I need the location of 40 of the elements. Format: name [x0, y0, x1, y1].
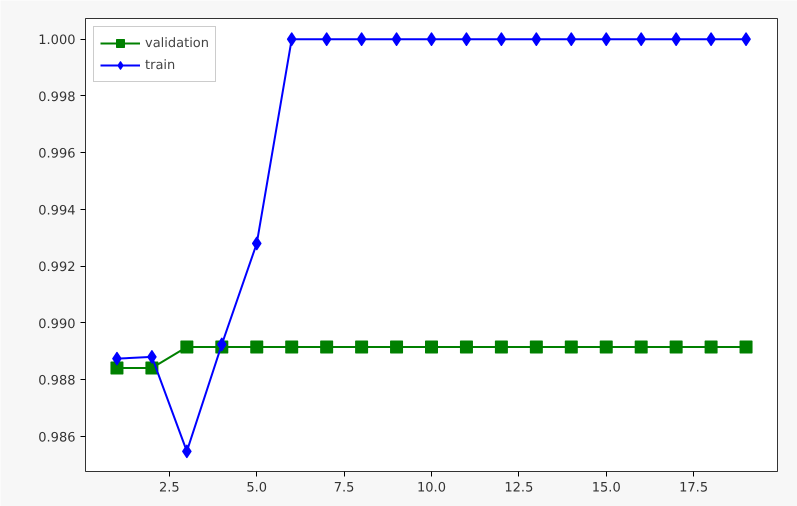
x-tick-label: 12.5 [504, 480, 534, 496]
y-tick-label: 1.000 [38, 33, 76, 48]
point [494, 340, 508, 354]
x-tick-label: 2.5 [159, 480, 180, 496]
point [564, 340, 578, 354]
point [250, 340, 264, 354]
point [110, 361, 124, 374]
point [670, 340, 683, 354]
y-tick-label: 0.998 [38, 90, 76, 105]
y-tick-label: 0.994 [38, 203, 76, 218]
y-tick-label: 0.992 [38, 260, 76, 276]
y-tick-label: 0.996 [38, 146, 76, 162]
y-tick-label: 0.990 [38, 316, 76, 332]
x-tick-label: 10.0 [417, 480, 446, 496]
point [601, 32, 612, 46]
point [320, 340, 334, 354]
point [390, 340, 404, 354]
y-tick-label: 0.988 [38, 374, 76, 389]
point [425, 340, 438, 354]
point [636, 32, 646, 46]
point [355, 340, 368, 354]
point [252, 236, 262, 250]
point [285, 340, 298, 354]
point [566, 32, 576, 46]
legend-label: train [145, 58, 176, 72]
legend-label: validation [145, 36, 210, 50]
x-tick-label: 7.5 [334, 480, 354, 496]
point [216, 337, 227, 352]
point [600, 340, 613, 354]
point [460, 340, 473, 354]
point [530, 340, 543, 354]
x-tick-label: 15.0 [592, 480, 621, 496]
point [740, 340, 753, 354]
point [180, 340, 194, 354]
y-tick-label: 0.986 [38, 430, 76, 446]
x-tick-label: 5.0 [246, 480, 268, 496]
x-tick-label: 17.5 [679, 480, 708, 496]
point [704, 340, 718, 354]
point [286, 32, 297, 46]
point [634, 340, 648, 354]
